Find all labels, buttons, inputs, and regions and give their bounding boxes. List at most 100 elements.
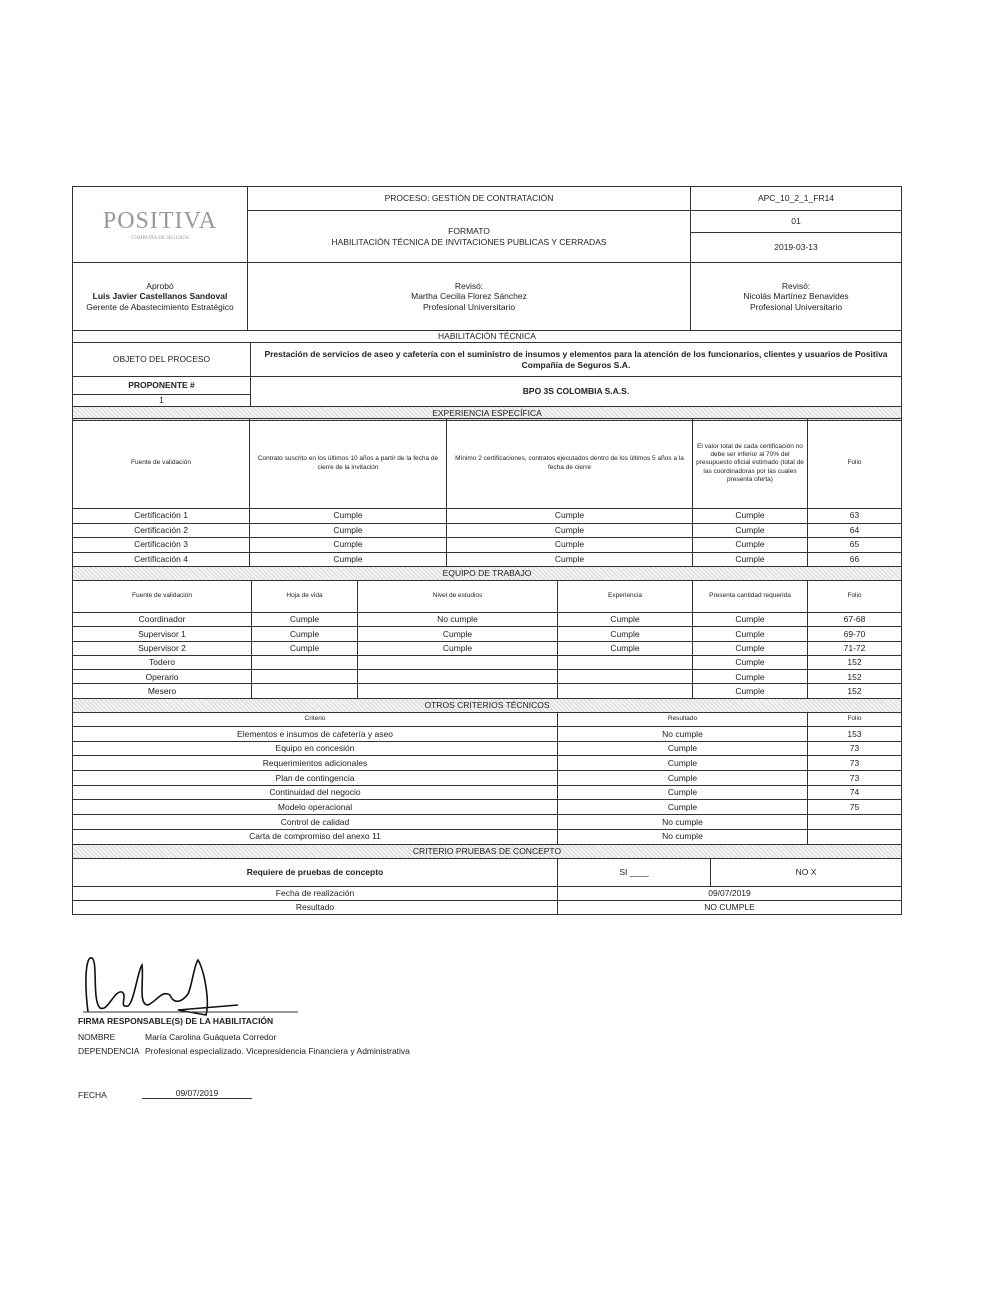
table-cell: No cumple	[357, 611, 558, 628]
table-cell	[251, 683, 358, 699]
otros-table: Criterio Resultado Folio Elementos e insum…	[72, 712, 902, 859]
table-cell: Cumple	[249, 551, 447, 567]
table-cell: Cumple	[692, 640, 808, 656]
table-cell: Cumple	[692, 669, 808, 685]
doc-version: 01	[690, 210, 902, 233]
nombre-value: María Carolina Guáqueta Corredor	[145, 1032, 277, 1042]
table-cell: Certificación 2	[72, 522, 250, 538]
pruebas-table: Requiere de pruebas de concepto SI ____ NO…	[72, 858, 902, 915]
habilitacion-title: HABILITACIÓN TÉCNICA	[72, 330, 902, 343]
format-title: FORMATO HABILITACIÓN TÉCNICA DE INVITACI…	[247, 210, 691, 263]
table-cell: Cumple	[557, 784, 808, 801]
table-cell: Cumple	[357, 640, 558, 656]
table-row: Coordinador Cumple No cumple Cumple Cumple 67…	[72, 611, 902, 628]
column-header: Folio	[807, 712, 902, 727]
table-cell: Cumple	[692, 537, 808, 553]
table-row: Modelo operacional Cumple 75	[72, 799, 902, 816]
table-cell: Cumple	[446, 508, 693, 524]
column-header: Fuente de validación	[72, 580, 252, 613]
table-cell	[807, 828, 902, 845]
resultado-label: Resultado	[72, 900, 558, 915]
table-cell: Control de calidad	[72, 814, 558, 830]
approval-title: Profesional Universitario	[422, 301, 516, 312]
column-header: Folio	[807, 418, 902, 509]
column-header: El valor total de cada certificación no …	[692, 418, 808, 509]
table-cell: Cumple	[357, 626, 558, 642]
table-cell	[357, 683, 558, 699]
column-header: Contrato suscrito en los últimos 10 años…	[249, 418, 447, 509]
table-cell: Carta de compromiso del anexo 11	[72, 828, 558, 845]
equipo-table: Fuente de validación Hoja de vida Nivel de…	[72, 580, 902, 713]
format-name: HABILITACIÓN TÉCNICA DE INVITACIONES PUB…	[331, 236, 607, 247]
table-cell: Cumple	[557, 740, 808, 757]
header-table: POSITIVA COMPAÑÍA DE SEGUROS PROCESO: GE…	[72, 186, 902, 331]
table-cell: Cumple	[692, 551, 808, 567]
table-cell: Cumple	[557, 626, 693, 642]
table-cell: Cumple	[692, 654, 808, 671]
table-cell	[357, 654, 558, 671]
approval-title: Profesional Universitario	[749, 301, 843, 312]
column-header: Mínimo 2 certificaciones, contratos ejec…	[446, 418, 693, 509]
table-row: Control de calidad No cumple	[72, 814, 902, 830]
requiere-label: Requiere de pruebas de concepto	[72, 858, 558, 887]
table-cell: Cumple	[557, 799, 808, 816]
doc-date: 2019-03-13	[690, 232, 902, 263]
table-cell: Cumple	[557, 611, 693, 628]
table-cell: Supervisor 1	[72, 626, 252, 642]
table-cell: Cumple	[692, 508, 808, 524]
table-cell	[807, 814, 902, 830]
table-cell	[251, 669, 358, 685]
table-cell: Modelo operacional	[72, 799, 558, 816]
table-cell: Cumple	[249, 508, 447, 524]
proponente-name: BPO 3S COLOMBIA S.A.S.	[250, 376, 902, 407]
table-cell: Cumple	[251, 611, 358, 628]
table-row: Certificación 3 Cumple Cumple Cumple 65	[72, 537, 902, 553]
nombre-label: NOMBRE	[78, 1032, 116, 1042]
table-cell: 64	[807, 522, 902, 538]
table-cell: 69-70	[807, 626, 902, 642]
no-option: NO X	[710, 858, 902, 887]
table-row: Equipo en concesión Cumple 73	[72, 740, 902, 757]
logo: POSITIVA COMPAÑÍA DE SEGUROS	[72, 186, 248, 263]
table-cell: Cumple	[692, 522, 808, 538]
table-cell: Supervisor 2	[72, 640, 252, 656]
table-cell: No cumple	[557, 828, 808, 845]
table-cell: Coordinador	[72, 611, 252, 628]
otros-title: OTROS CRITERIOS TÉCNICOS	[72, 697, 902, 713]
table-cell: 73	[807, 740, 902, 757]
process-title: PROCESO: GESTIÓN DE CONTRATACIÓN	[247, 186, 691, 211]
table-row: Plan de contingencia Cumple 73	[72, 770, 902, 786]
table-row: Operario Cumple 152	[72, 669, 902, 685]
fecha-firma-label: FECHA	[78, 1090, 107, 1100]
table-cell: Cumple	[692, 611, 808, 628]
table-cell: 67-68	[807, 611, 902, 628]
logo-text: POSITIVA	[102, 208, 218, 235]
table-row: Supervisor 1 Cumple Cumple Cumple Cumple 69-7…	[72, 626, 902, 642]
firma-label: FIRMA RESPONSABLE(S) DE LA HABILITACIÓN	[78, 1016, 274, 1026]
table-cell: Cumple	[251, 626, 358, 642]
approval-name: Martha Cecilia Florez Sánchez	[411, 291, 527, 302]
dependencia-label: DEPENDENCIA	[78, 1046, 140, 1056]
table-cell: Elementos e insumos de cafetería y aseo	[72, 726, 558, 742]
column-header: Resultado	[557, 712, 808, 727]
objeto-table: HABILITACIÓN TÉCNICA OBJETO DEL PROCESO P…	[72, 330, 902, 421]
column-header: Nivel de estudios	[357, 580, 558, 613]
experiencia-title: EXPERIENCIA ESPECÍFICA	[72, 405, 902, 421]
table-cell: Cumple	[251, 640, 358, 656]
approval-role: Revisó:	[454, 280, 484, 291]
table-row: Carta de compromiso del anexo 11 No cumpl…	[72, 828, 902, 845]
table-cell: 63	[807, 508, 902, 524]
table-cell	[357, 669, 558, 685]
format-label: FORMATO	[448, 225, 490, 236]
table-cell: 152	[807, 683, 902, 699]
table-row: Certificación 4 Cumple Cumple Cumple 66	[72, 551, 902, 567]
table-cell: 73	[807, 755, 902, 772]
column-header: Experiencia	[557, 580, 693, 613]
column-header: Criterio	[72, 712, 558, 727]
table-cell: Cumple	[249, 522, 447, 538]
table-cell: 152	[807, 654, 902, 671]
table-cell: 153	[807, 726, 902, 742]
table-cell: Todero	[72, 654, 252, 671]
approval-name: Luis Javier Castellanos Sandoval	[92, 291, 228, 302]
